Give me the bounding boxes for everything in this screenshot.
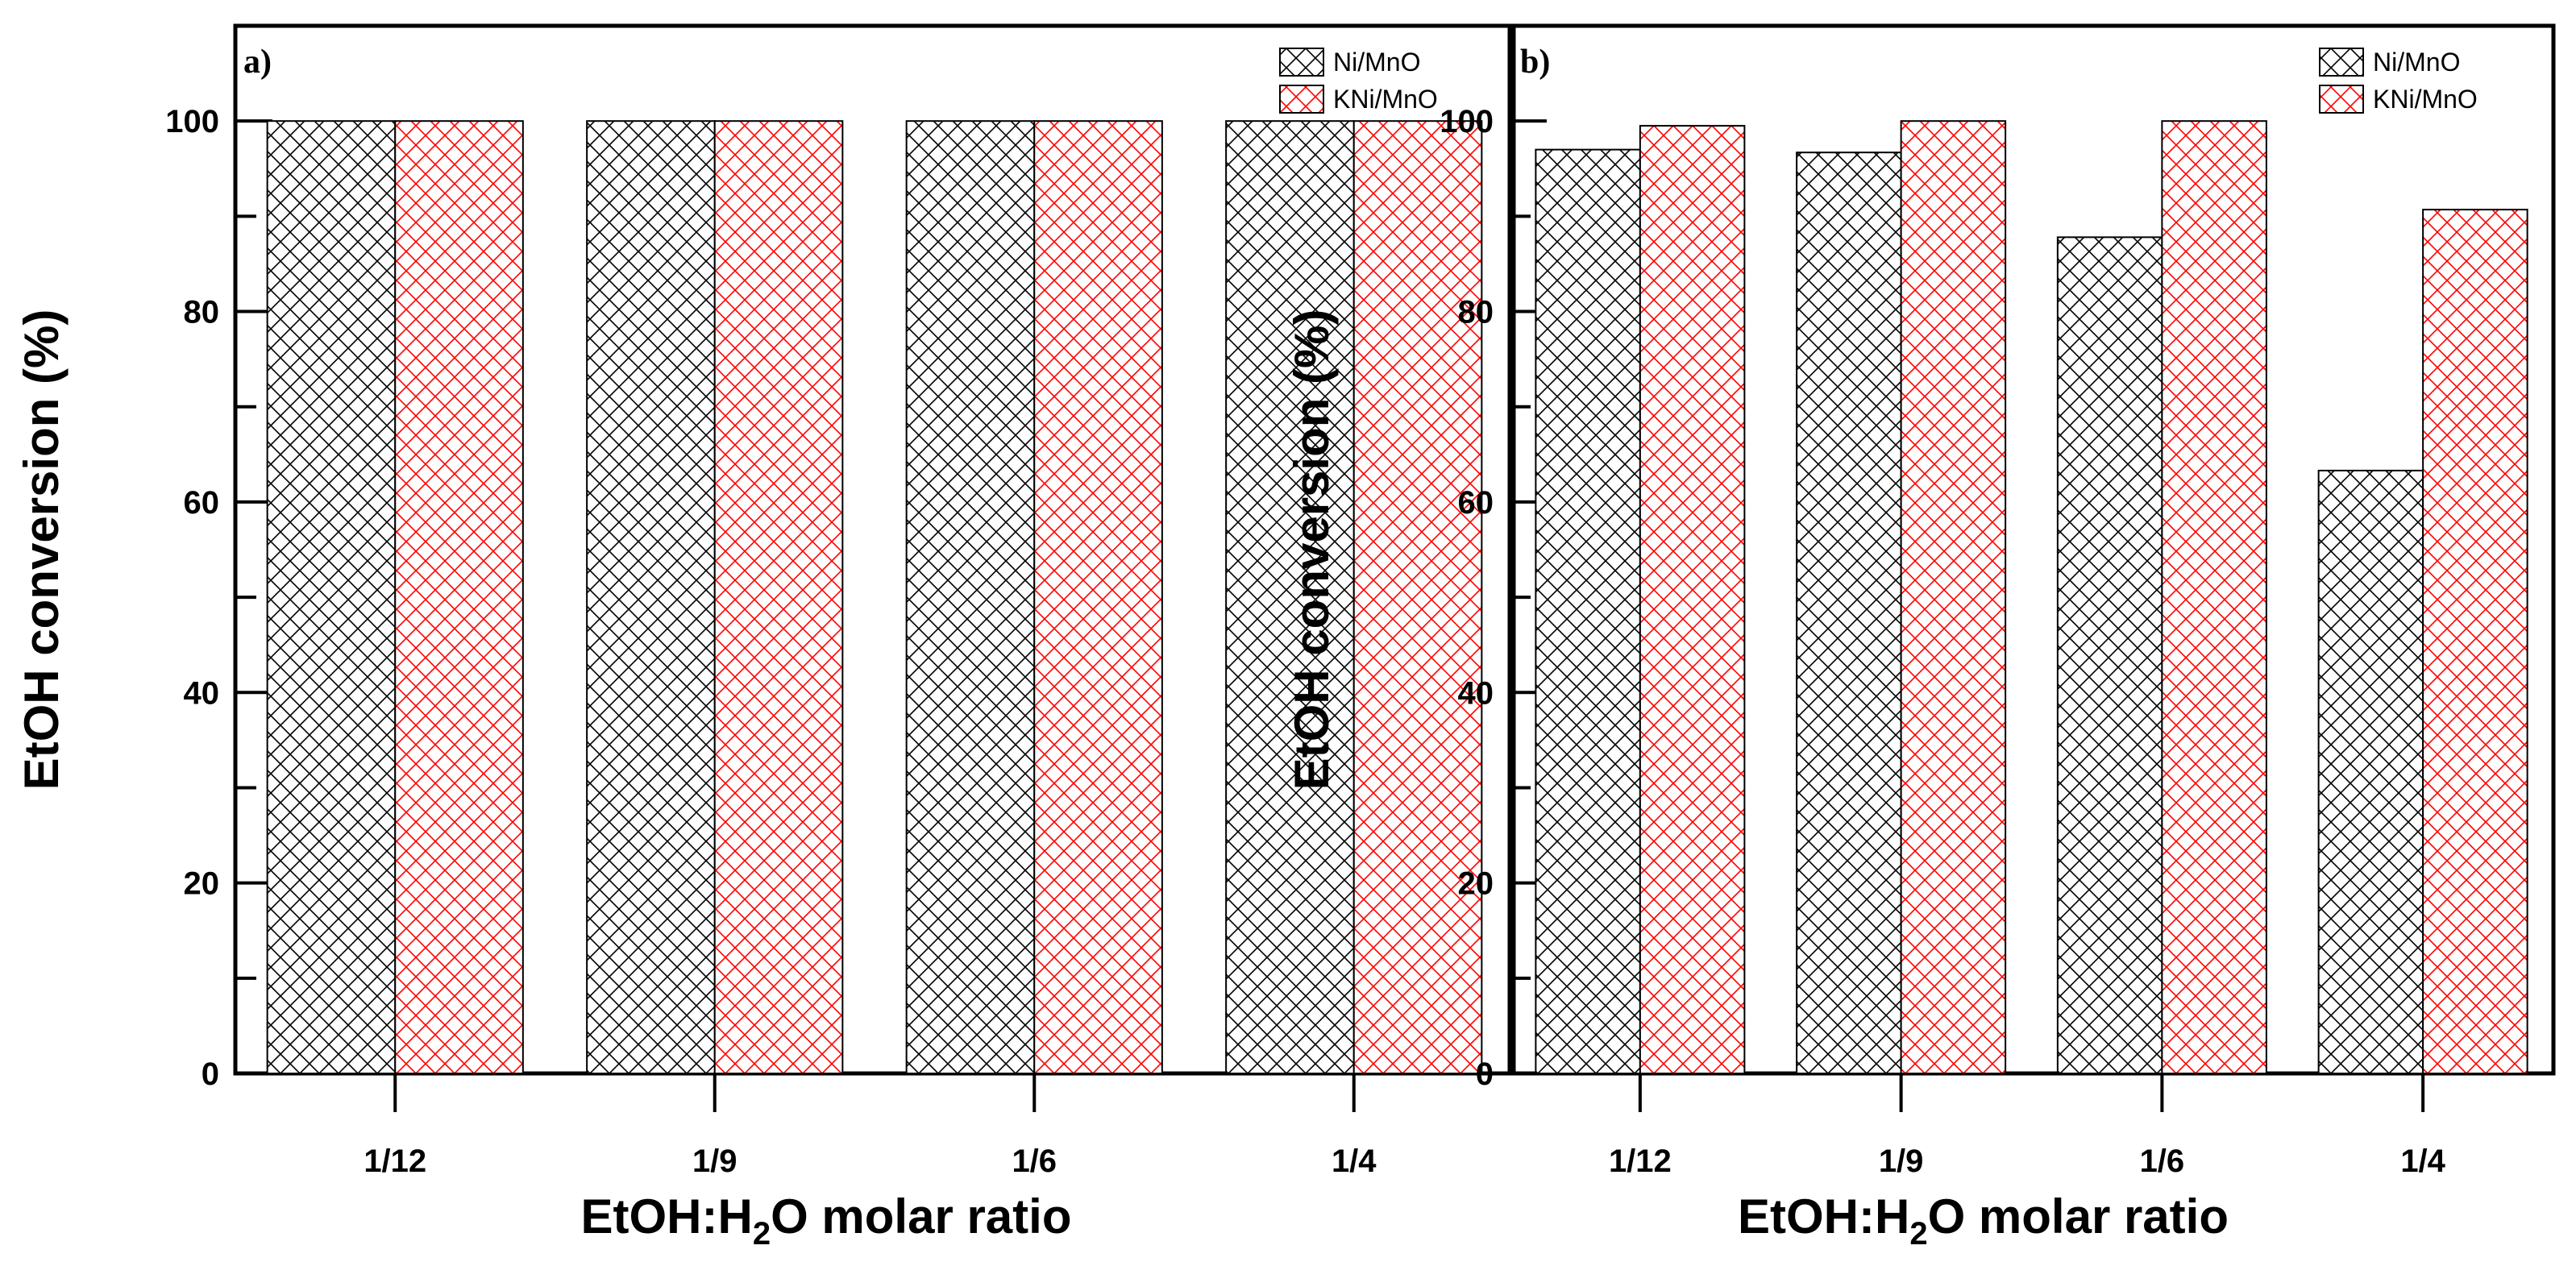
legend-swatch-ni-mno	[1279, 48, 1324, 77]
x-tick-label: 1/12	[364, 1144, 426, 1179]
legend-swatch-ni-mno	[2319, 48, 2364, 77]
bar-kni-mno-1-12	[394, 120, 524, 1075]
y-tick-label: 0	[1476, 1057, 1494, 1092]
x-tick-label: 1/9	[1879, 1144, 1924, 1179]
bar-kni-mno-1-6	[1033, 120, 1163, 1075]
bar-kni-mno-1-4	[2422, 209, 2528, 1074]
bar-kni-mno-1-6	[2161, 120, 2267, 1075]
bar-ni-mno-1-6	[905, 120, 1036, 1075]
legend-label: Ni/MnO	[1333, 48, 1420, 77]
chart-panel-b: 0 20 40 60 80 100 1/12 1/9 1/6 1/4 b) Ni/MnO KNi/MnO…	[1285, 23, 2556, 1252]
y-tick-label: 60	[184, 485, 220, 521]
chart-panel-a: 0 20 40 60 80 100 1/12 1/9 1/6 1/4 a) Ni/MnO KNi/MnO…	[15, 23, 1516, 1252]
y-tick-label: 100	[1440, 104, 1494, 139]
panel-label: b)	[1520, 44, 1550, 81]
y-tick-label: 20	[1458, 866, 1494, 902]
y-axis-title: EtOH conversion (%)	[15, 309, 69, 791]
bar-ni-mno-1-9	[586, 120, 716, 1075]
legend-label: Ni/MnO	[2373, 48, 2460, 77]
bar-ni-mno-1-12	[1535, 148, 1641, 1075]
y-axis-title: EtOH conversion (%)	[1285, 309, 1339, 791]
bar-kni-mno-1-9	[1900, 120, 2007, 1075]
bar-ni-mno-1-9	[1796, 152, 1902, 1075]
x-tick-label: 1/4	[1332, 1144, 1377, 1179]
plot-frame	[233, 23, 1516, 1076]
legend-label: KNi/MnO	[2373, 85, 2478, 114]
x-tick-label: 1/6	[1012, 1144, 1057, 1179]
panel-label: a)	[243, 44, 272, 81]
plot-frame	[1507, 23, 2556, 1076]
y-tick-label: 60	[1458, 485, 1494, 521]
bar-kni-mno-1-12	[1639, 125, 1746, 1074]
x-tick-label: 1/9	[692, 1144, 737, 1179]
y-tick-label: 20	[184, 866, 220, 902]
x-tick-label: 1/4	[2400, 1144, 2445, 1179]
bar-kni-mno-1-9	[713, 120, 844, 1075]
x-axis-title: EtOH:H2O molar ratio	[581, 1189, 1072, 1252]
bar-ni-mno-1-4	[1225, 120, 1355, 1075]
y-tick-label: 40	[1458, 675, 1494, 711]
y-tick-label: 40	[184, 675, 220, 711]
x-axis-title: EtOH:H2O molar ratio	[1738, 1189, 2229, 1252]
legend-swatch-kni-mno	[2319, 85, 2364, 114]
y-tick-label: 80	[184, 295, 220, 330]
legend-label: KNi/MnO	[1333, 85, 1438, 114]
y-tick-label: 80	[1458, 295, 1494, 330]
bar-kni-mno-1-4	[1352, 120, 1483, 1075]
y-tick-label: 0	[202, 1057, 219, 1092]
y-tick-label: 100	[165, 104, 219, 139]
x-tick-label: 1/6	[2140, 1144, 2185, 1179]
bar-ni-mno-1-6	[2056, 236, 2163, 1074]
bar-ni-mno-1-12	[266, 120, 397, 1075]
legend-swatch-kni-mno	[1279, 85, 1324, 114]
bar-ni-mno-1-4	[2317, 469, 2424, 1074]
x-tick-label: 1/12	[1609, 1144, 1672, 1179]
